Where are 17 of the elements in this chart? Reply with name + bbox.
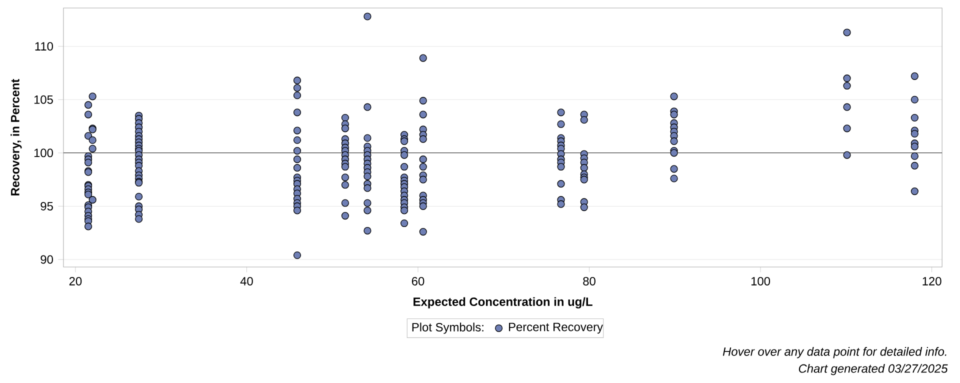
x-tick-label: 100 xyxy=(751,277,770,286)
legend-label: Percent Recovery xyxy=(508,323,603,334)
y-axis-title: Recovery, in Percent xyxy=(10,79,22,196)
text: Chart generated 03/27/2025 xyxy=(798,364,948,376)
y-tick-label: 105 xyxy=(34,96,53,104)
y-tick-label: 100 xyxy=(34,148,53,158)
text: Hover over any data point for detailed info. xyxy=(722,347,946,358)
x-tick-label: 40 xyxy=(240,277,253,286)
legend-title: Plot Symbols: xyxy=(412,322,484,334)
x-axis-title: Expected Concentration in ug/L xyxy=(414,297,592,309)
y-tick-label: 95 xyxy=(40,202,53,211)
y-tick-label: 110 xyxy=(35,42,53,51)
y-tick-label: 90 xyxy=(40,256,53,264)
x-tick-label: 80 xyxy=(583,277,596,286)
x-tick-label: 60 xyxy=(412,277,424,286)
x-tick-label: 120 xyxy=(922,277,942,286)
x-tick-label: 20 xyxy=(69,277,82,286)
